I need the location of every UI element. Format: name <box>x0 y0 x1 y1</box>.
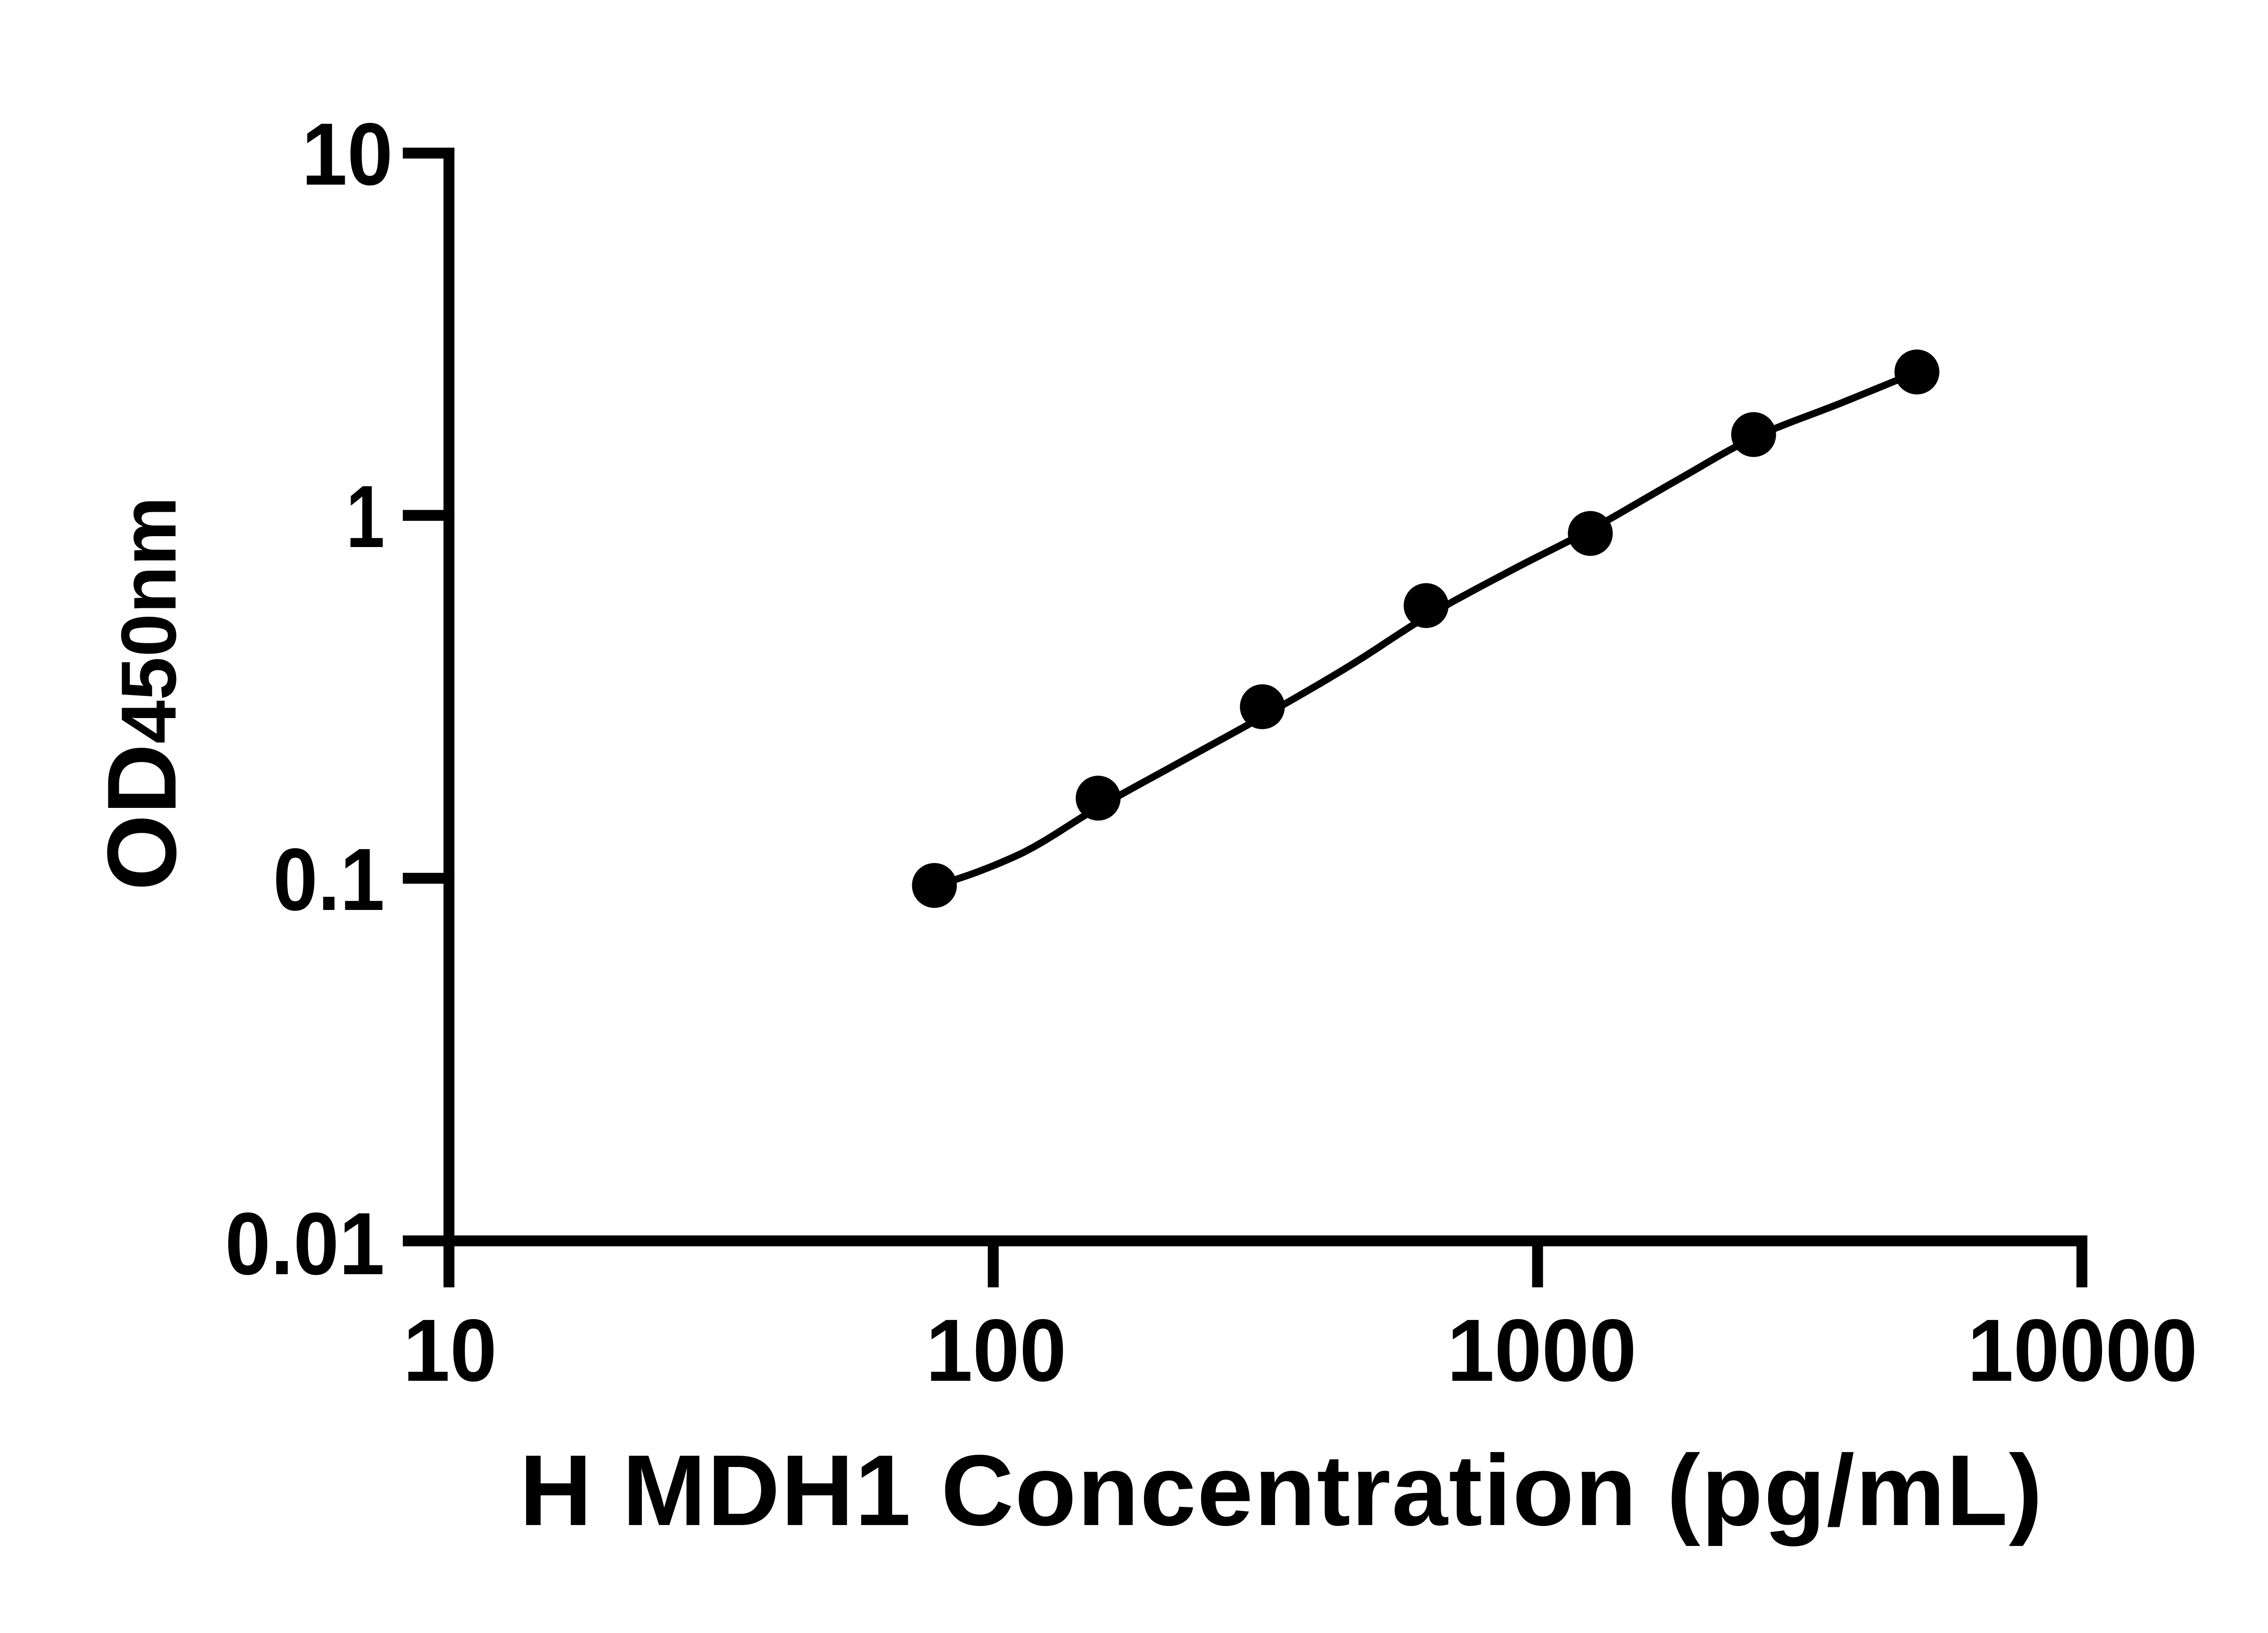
svg-text:10: 10 <box>302 105 393 204</box>
svg-text:1: 1 <box>346 467 385 566</box>
svg-text:0.1: 0.1 <box>273 830 385 929</box>
svg-text:OD450nm: OD450nm <box>87 497 196 891</box>
svg-text:100: 100 <box>926 1301 1066 1400</box>
svg-text:10: 10 <box>403 1301 497 1400</box>
svg-text:10000: 10000 <box>1968 1301 2198 1400</box>
svg-text:1000: 1000 <box>1447 1301 1637 1400</box>
svg-text:0.01: 0.01 <box>225 1194 385 1293</box>
svg-text:H MDH1 Concentration (pg/mL): H MDH1 Concentration (pg/mL) <box>519 1434 2043 1547</box>
